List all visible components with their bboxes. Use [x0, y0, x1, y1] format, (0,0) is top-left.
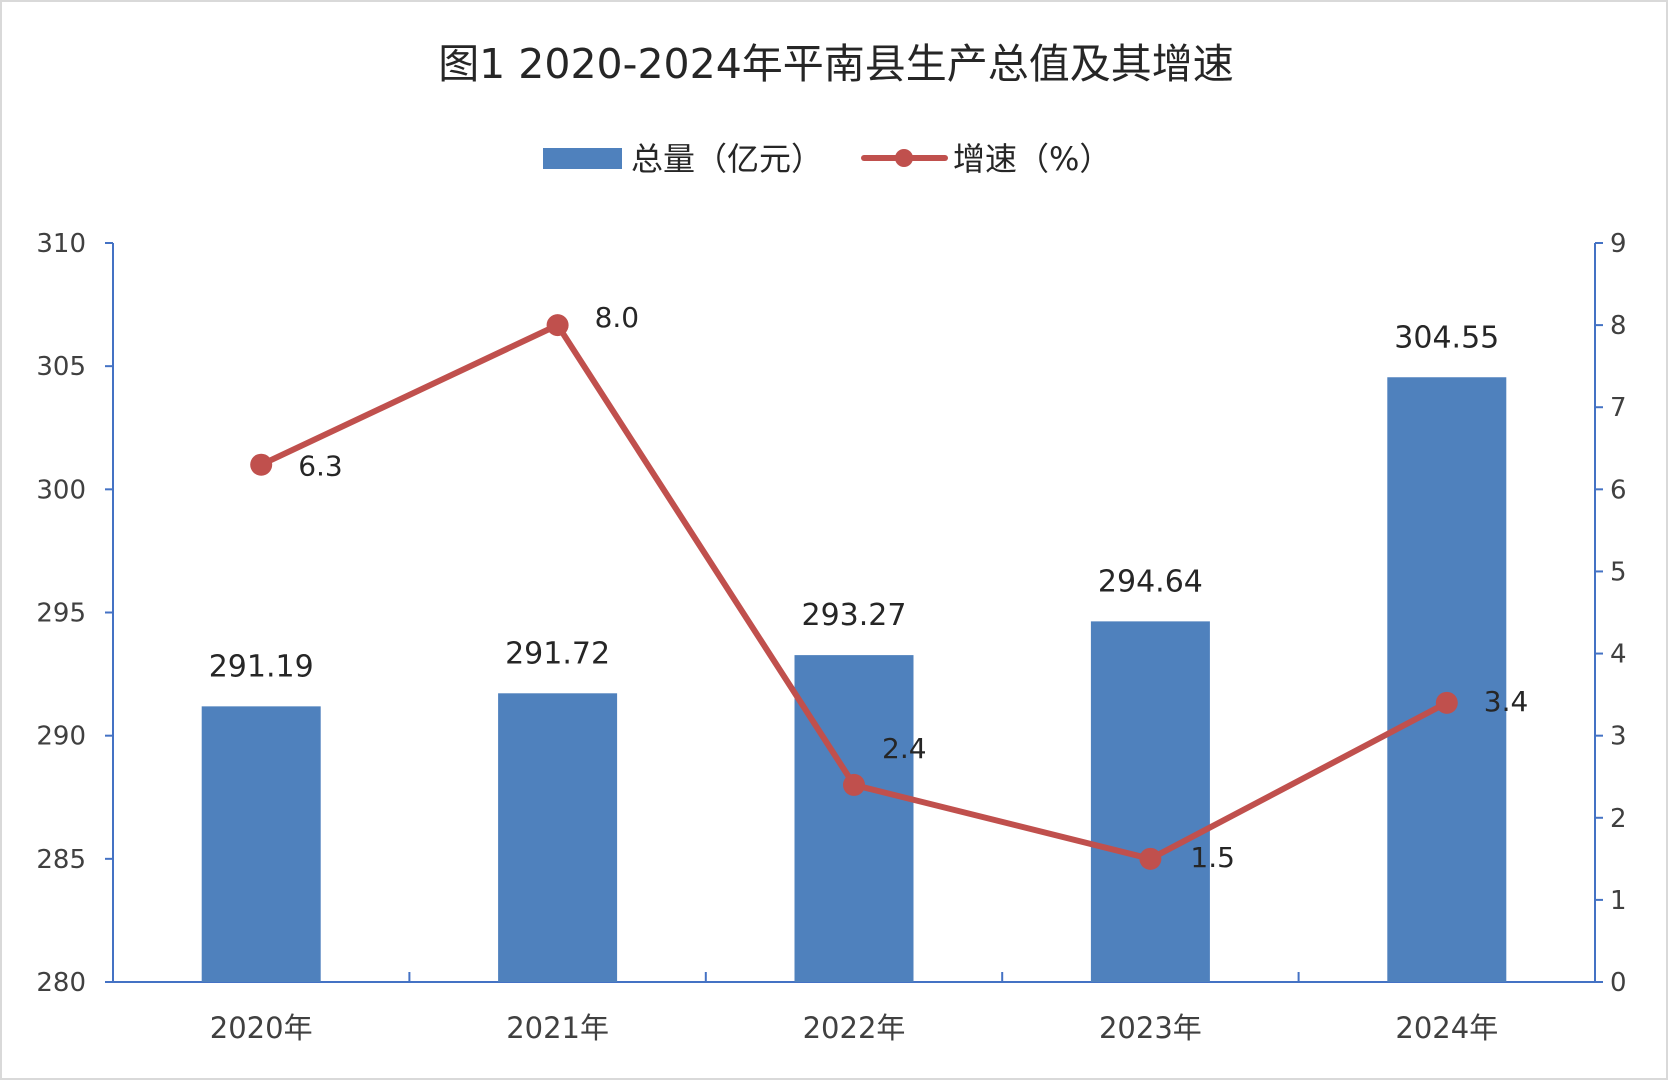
left-y-tick-label: 310: [36, 229, 86, 259]
right-y-tick-label: 7: [1610, 393, 1627, 423]
legend-line-label: 增速（%）: [953, 140, 1111, 178]
right-y-tick-label: 8: [1610, 311, 1627, 341]
right-y-tick-label: 4: [1610, 640, 1627, 670]
bar: [201, 706, 321, 982]
bar-series: [201, 377, 1507, 982]
line-point: [1139, 847, 1162, 870]
left-y-tick-label: 300: [36, 475, 86, 505]
left-y-tick-label: 305: [36, 352, 86, 382]
right-y-ticks: 0 1 2 3 4 5 6 7 8 9: [1595, 229, 1627, 998]
bar-data-label: 294.64: [1098, 564, 1203, 599]
line-data-labels: 6.3 8.0 2.4 1.5 3.4: [298, 301, 1528, 874]
category-label: 2020年: [210, 1011, 313, 1045]
bar-data-label: 293.27: [802, 598, 907, 633]
line-data-label: 1.5: [1190, 841, 1235, 874]
right-y-tick-label: 5: [1610, 557, 1627, 587]
line-data-label: 3.4: [1484, 685, 1529, 718]
right-y-tick-label: 9: [1610, 229, 1627, 259]
left-y-tick-label: 290: [36, 722, 86, 752]
bar: [1090, 621, 1210, 982]
right-y-tick-label: 6: [1610, 475, 1627, 505]
bar-data-label: 304.55: [1394, 320, 1499, 355]
bar: [794, 655, 914, 982]
legend-bar-swatch: [543, 148, 622, 169]
category-label: 2022年: [803, 1011, 906, 1045]
bar-data-label: 291.19: [209, 649, 314, 684]
right-y-tick-label: 2: [1610, 804, 1627, 834]
left-y-tick-label: 280: [36, 968, 86, 998]
line-data-label: 6.3: [298, 450, 343, 483]
right-y-tick-label: 0: [1610, 968, 1627, 998]
bar-data-labels: 291.19 291.72 293.27 294.64 304.55: [209, 320, 1500, 684]
right-y-tick-label: 3: [1610, 722, 1627, 752]
x-axis-ticks: [112, 972, 1596, 982]
legend-line-marker: [895, 149, 913, 167]
legend-bar-label: 总量（亿元）: [631, 140, 823, 178]
line-data-label: 2.4: [882, 732, 927, 765]
left-y-tick-label: 285: [36, 845, 86, 875]
category-label: 2023年: [1099, 1011, 1202, 1045]
line-data-label: 8.0: [595, 301, 640, 334]
bar-data-label: 291.72: [505, 636, 610, 671]
chart-title: 图1 2020-2024年平南县生产总值及其增速: [438, 40, 1234, 88]
bar: [498, 693, 618, 982]
right-y-tick-label: 1: [1610, 886, 1627, 916]
bar: [1387, 377, 1507, 982]
left-y-tick-label: 295: [36, 599, 86, 629]
line-series: [250, 314, 1458, 870]
line-point: [250, 453, 273, 476]
legend: 总量（亿元） 增速（%）: [543, 140, 1111, 178]
left-y-ticks: 280 285 290 295 300 305 310: [36, 229, 113, 998]
category-label: 2024年: [1395, 1011, 1498, 1045]
line-point: [1435, 691, 1458, 714]
line-point: [546, 314, 569, 337]
category-label: 2021年: [506, 1011, 609, 1045]
category-labels: 2020年 2021年 2022年 2023年 2024年: [210, 1011, 1498, 1045]
line-point: [843, 773, 865, 796]
